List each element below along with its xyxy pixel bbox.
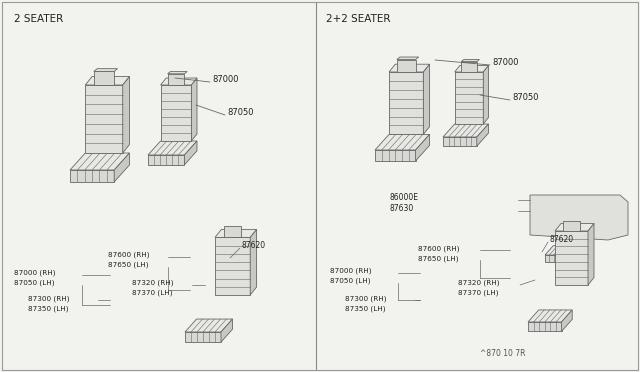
Text: 87320 (RH): 87320 (RH) <box>458 280 499 286</box>
Polygon shape <box>555 231 588 285</box>
Polygon shape <box>375 134 429 150</box>
Text: 86000E: 86000E <box>390 192 419 202</box>
Text: 87600 (RH): 87600 (RH) <box>418 245 460 251</box>
Polygon shape <box>561 310 572 331</box>
Polygon shape <box>148 141 197 155</box>
Text: 2 SEATER: 2 SEATER <box>14 14 63 24</box>
Polygon shape <box>224 226 241 237</box>
Polygon shape <box>483 65 488 124</box>
Text: 87050 (LH): 87050 (LH) <box>330 278 371 285</box>
Text: 87620: 87620 <box>242 241 266 250</box>
Polygon shape <box>191 78 197 141</box>
Text: 87000: 87000 <box>492 58 518 67</box>
Text: 87370 (LH): 87370 (LH) <box>458 290 499 296</box>
Polygon shape <box>114 153 129 182</box>
Polygon shape <box>250 230 257 295</box>
Text: 87350 (LH): 87350 (LH) <box>345 305 385 311</box>
Polygon shape <box>443 124 488 137</box>
Text: 87600 (RH): 87600 (RH) <box>108 252 150 259</box>
Polygon shape <box>397 57 419 60</box>
Polygon shape <box>215 237 250 295</box>
Polygon shape <box>571 246 579 262</box>
Polygon shape <box>528 322 561 331</box>
Polygon shape <box>461 60 479 62</box>
Text: 87300 (RH): 87300 (RH) <box>28 295 70 301</box>
Text: 87370 (LH): 87370 (LH) <box>132 290 173 296</box>
Polygon shape <box>545 255 571 262</box>
Polygon shape <box>221 319 232 342</box>
Polygon shape <box>85 85 123 153</box>
Polygon shape <box>185 332 221 342</box>
Polygon shape <box>588 224 594 285</box>
Polygon shape <box>461 62 477 72</box>
Text: 87000 (RH): 87000 (RH) <box>14 270 56 276</box>
Text: 87350 (LH): 87350 (LH) <box>28 305 68 311</box>
Polygon shape <box>389 64 429 72</box>
Polygon shape <box>148 155 184 165</box>
Polygon shape <box>555 224 594 231</box>
Polygon shape <box>530 195 628 240</box>
Polygon shape <box>397 60 415 72</box>
Polygon shape <box>215 230 257 237</box>
Text: 2+2 SEATER: 2+2 SEATER <box>326 14 390 24</box>
Polygon shape <box>161 85 191 141</box>
Polygon shape <box>184 141 197 165</box>
Polygon shape <box>185 319 232 332</box>
Text: 87650 (LH): 87650 (LH) <box>418 255 458 262</box>
Polygon shape <box>375 150 415 161</box>
Polygon shape <box>443 137 477 146</box>
Polygon shape <box>161 78 197 85</box>
Text: 87650 (LH): 87650 (LH) <box>108 262 148 269</box>
Text: 87050: 87050 <box>512 93 538 102</box>
Text: 87320 (RH): 87320 (RH) <box>132 280 173 286</box>
Polygon shape <box>389 72 424 134</box>
Text: ^870 10 7R: ^870 10 7R <box>480 349 525 358</box>
Polygon shape <box>415 134 429 161</box>
Text: 87630: 87630 <box>390 203 414 212</box>
Polygon shape <box>85 77 129 85</box>
Polygon shape <box>94 71 114 85</box>
Polygon shape <box>70 170 114 182</box>
Text: 87050 (LH): 87050 (LH) <box>14 280 54 286</box>
Polygon shape <box>123 77 129 153</box>
Polygon shape <box>454 72 483 124</box>
Polygon shape <box>528 310 572 322</box>
Text: 87000: 87000 <box>212 74 239 83</box>
Polygon shape <box>563 221 580 231</box>
Polygon shape <box>477 124 488 146</box>
Polygon shape <box>168 71 187 74</box>
Text: 87300 (RH): 87300 (RH) <box>345 295 387 301</box>
Polygon shape <box>70 153 129 170</box>
Polygon shape <box>94 69 118 71</box>
Text: 87000 (RH): 87000 (RH) <box>330 268 371 275</box>
Polygon shape <box>545 246 579 255</box>
Polygon shape <box>454 65 488 72</box>
Text: 87050: 87050 <box>227 108 253 116</box>
Text: 87620: 87620 <box>550 234 574 244</box>
Polygon shape <box>424 64 429 134</box>
Polygon shape <box>168 74 184 85</box>
